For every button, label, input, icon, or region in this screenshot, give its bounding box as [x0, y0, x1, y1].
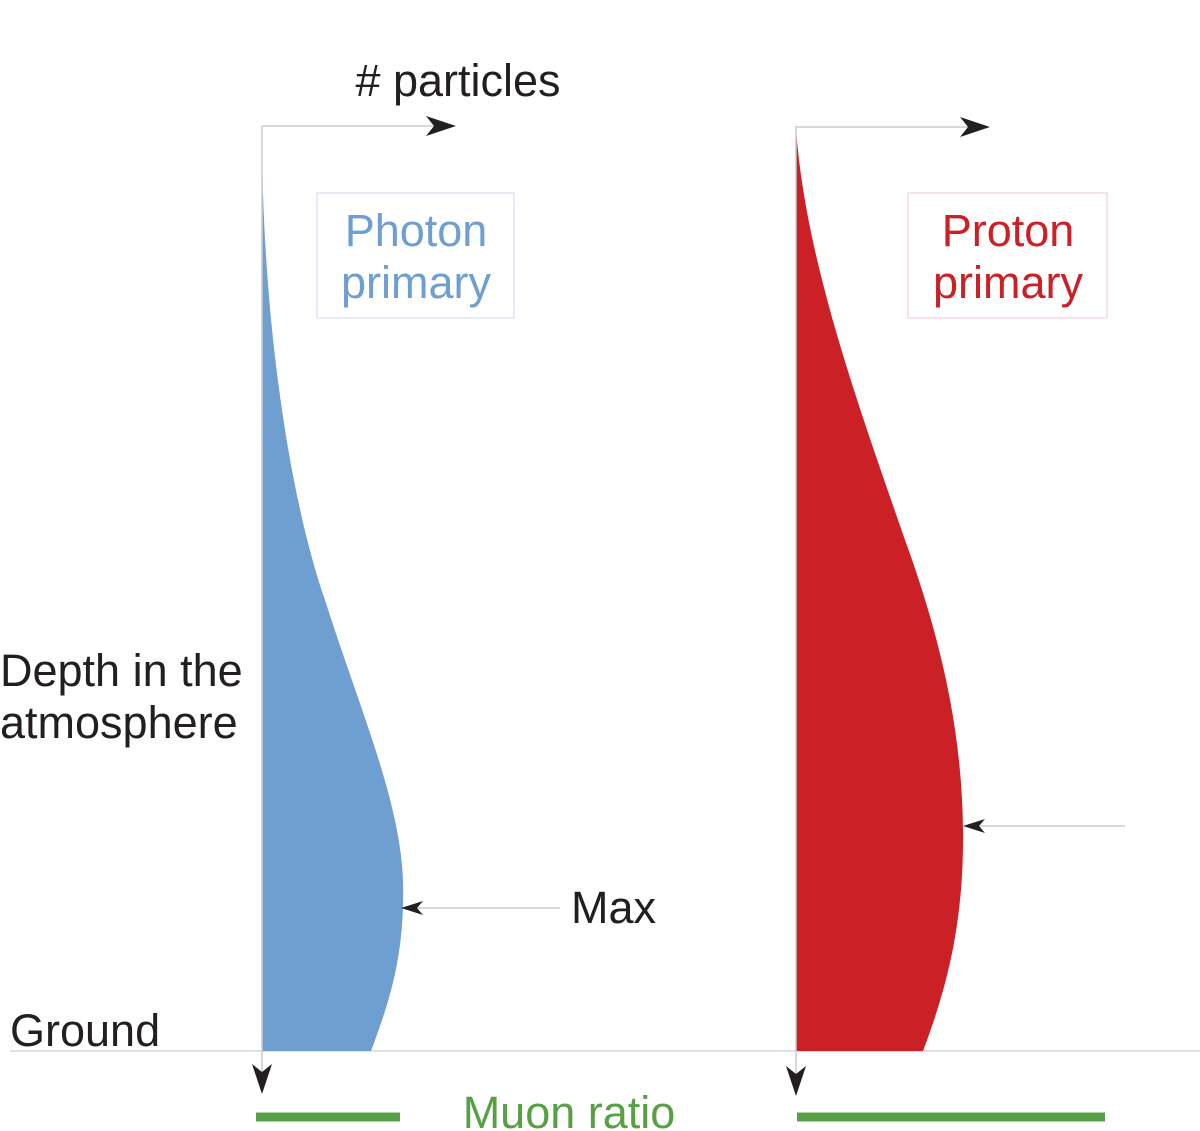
proton-title-box — [907, 192, 1108, 319]
photon-shower-profile — [262, 130, 404, 1051]
particles-axis-label: # particles — [355, 55, 560, 106]
proton-title-line1: Proton — [942, 205, 1075, 256]
muon-ratio-label: Muon ratio — [463, 1087, 676, 1131]
depth-label-line1: Depth in the — [0, 645, 243, 696]
ground-label: Ground — [10, 1005, 160, 1056]
photon-title-line1: Photon — [345, 205, 488, 256]
proton-shower-profile — [796, 128, 964, 1051]
proton-title-line2: primary — [933, 257, 1084, 308]
photon-title-box — [316, 192, 515, 319]
depth-label-line2: atmosphere — [0, 697, 238, 748]
max-label: Max — [571, 882, 657, 933]
photon-title-line2: primary — [341, 257, 492, 308]
